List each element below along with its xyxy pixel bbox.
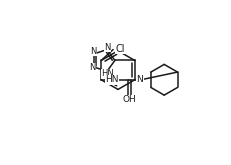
- Text: N: N: [104, 43, 111, 52]
- Text: HN: HN: [101, 69, 114, 78]
- Text: N: N: [91, 47, 97, 56]
- Text: HN: HN: [105, 75, 119, 84]
- Text: OH: OH: [123, 95, 136, 104]
- Text: N: N: [137, 75, 143, 84]
- Text: Cl: Cl: [116, 44, 125, 53]
- Text: N: N: [89, 63, 95, 72]
